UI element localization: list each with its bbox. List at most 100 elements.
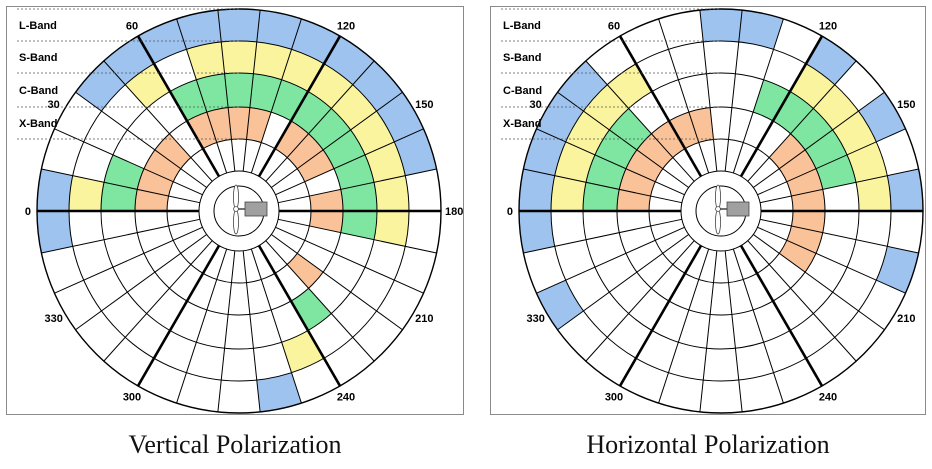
vertical-cell-180-l-band — [37, 211, 73, 253]
vertical-cell-156-x-band — [137, 168, 174, 197]
horizontal-cell-96-empty — [668, 41, 707, 80]
horizontal-cell-348-empty — [855, 211, 891, 247]
horizontal-inner-cell — [698, 139, 717, 173]
horizontal-cell-12-x-band — [786, 168, 823, 197]
vertical-cell-0-c-band — [340, 182, 377, 211]
horizontal-cell-96-empty — [678, 73, 711, 113]
horizontal-cell-156-l-band — [523, 128, 566, 176]
vertical-cell-288-empty — [271, 301, 308, 343]
vertical-spoke-216 — [75, 234, 207, 331]
horizontal-cell-156-c-band — [586, 154, 626, 190]
vertical-cell-84-s-band — [221, 41, 257, 74]
horizontal-cell-168-l-band — [519, 169, 555, 211]
vertical-band-label-l: L-Band — [19, 20, 57, 32]
vertical-cell-276-empty — [246, 279, 272, 315]
horizontal-cell-0-empty — [822, 182, 859, 211]
horizontal-spoke-36 — [753, 91, 885, 188]
vertical-cell-72-s-band — [253, 41, 292, 80]
horizontal-inner-cell — [713, 139, 729, 172]
vertical-cell-48-x-band — [275, 120, 309, 158]
horizontal-spoke-252 — [658, 248, 710, 404]
vertical-cell-180-empty — [69, 211, 105, 247]
vertical-cell-324-empty — [297, 240, 335, 273]
vertical-cell-12-empty — [304, 168, 341, 197]
vertical-cell-348-c-band — [340, 211, 377, 240]
horizontal-cell-132-c-band — [609, 108, 652, 150]
horizontal-cell-180-empty — [551, 211, 587, 247]
horizontal-spoke-240 — [618, 244, 703, 387]
horizontal-cell-36-empty — [834, 60, 885, 112]
horizontal-cell-48-l-band — [806, 36, 857, 85]
vertical-inner-cell — [278, 196, 311, 211]
vertical-cell-96-s-band — [186, 41, 225, 80]
vertical-cell-252-empty — [196, 309, 229, 349]
horizontal-cell-312-empty — [769, 253, 806, 289]
vertical-inner-cell — [271, 168, 305, 195]
vertical-inner-cell — [173, 168, 207, 195]
vertical-spoke-324 — [271, 234, 403, 331]
horizontal-spoke-60 — [739, 35, 824, 178]
vertical-cell-120-s-band — [125, 63, 170, 109]
vertical-inner-cell — [167, 211, 200, 226]
horizontal-inner-cell — [649, 196, 682, 211]
horizontal-cell-24-x-band — [779, 149, 817, 182]
horizontal-spoke-24 — [757, 128, 906, 196]
horizontal-spoke-312 — [747, 240, 857, 362]
vertical-band-label-x: X-Band — [19, 118, 58, 130]
vertical-cell-216-empty — [75, 310, 126, 362]
vertical-spoke-348 — [278, 218, 437, 254]
horizontal-cell-48-c-band — [773, 91, 814, 134]
horizontal-angle-label-240: 240 — [819, 391, 837, 403]
vertical-spoke-240 — [136, 244, 221, 387]
horizontal-cell-348-empty — [887, 211, 923, 253]
horizontal-cell-132-x-band — [636, 133, 673, 169]
vertical-cell-156-empty — [41, 128, 84, 176]
horizontal-cell-72-empty — [731, 73, 764, 113]
horizontal-cell-12-s-band — [847, 141, 888, 183]
horizontal-cell-120-s-band — [607, 63, 652, 109]
horizontal-inner-cell — [655, 168, 689, 195]
vertical-cell-180-empty — [101, 211, 138, 240]
vertical-cell-168-s-band — [69, 175, 105, 211]
vertical-inner-cell — [216, 139, 235, 173]
vertical-angle-label-210: 210 — [415, 313, 433, 325]
vertical-inner-cell — [180, 157, 213, 188]
horizontal-cell-36-x-band — [769, 133, 806, 169]
horizontal-spoke-264 — [699, 250, 718, 412]
vertical-inner-cell — [265, 234, 298, 265]
horizontal-inner-cell — [649, 211, 682, 226]
horizontal-cell-84-empty — [703, 41, 739, 74]
vertical-spoke-132 — [103, 60, 213, 182]
horizontal-spoke-144 — [557, 91, 689, 188]
vertical-cell-120-l-band — [103, 36, 154, 85]
vertical-cell-192-empty — [41, 246, 84, 294]
vertical-spoke-264 — [217, 250, 236, 412]
horizontal-cell-300-empty — [773, 288, 814, 331]
horizontal-inner-cell — [698, 249, 717, 283]
horizontal-cell-204-empty — [625, 240, 663, 273]
horizontal-spoke-204 — [536, 226, 685, 294]
vertical-angle-label-60: 60 — [126, 21, 138, 33]
vertical-angle-label-150: 150 — [415, 99, 433, 111]
vertical-angle-label-0: 0 — [25, 206, 31, 218]
horizontal-cell-84-empty — [706, 73, 736, 108]
vertical-cell-36-x-band — [287, 133, 324, 169]
polar-diagram-horizontal: L-BandS-BandC-BandX-Band0306090120150180… — [501, 7, 924, 414]
horizontal-spoke-156 — [536, 128, 685, 196]
horizontal-inner-cell — [725, 249, 744, 283]
vertical-angle-label-120: 120 — [337, 21, 355, 33]
vertical-cell-300-empty — [275, 264, 309, 302]
vertical-cell-312-x-band — [287, 253, 324, 289]
horizontal-cell-276-empty — [728, 279, 754, 315]
caption-vertical-polarization: Vertical Polarization — [128, 430, 342, 459]
vertical-inner-cell — [190, 148, 219, 182]
horizontal-cell-72-l-band — [738, 10, 784, 50]
vertical-cell-240-empty — [170, 301, 207, 343]
horizontal-inner-cell — [672, 148, 701, 182]
horizontal-inner-cell — [662, 157, 695, 188]
horizontal-cell-300-empty — [806, 337, 857, 386]
horizontal-spoke-12 — [760, 168, 919, 204]
vertical-cell-336-empty — [365, 239, 406, 281]
horizontal-cell-348-x-band — [791, 211, 825, 233]
vertical-cell-336-empty — [334, 232, 374, 268]
